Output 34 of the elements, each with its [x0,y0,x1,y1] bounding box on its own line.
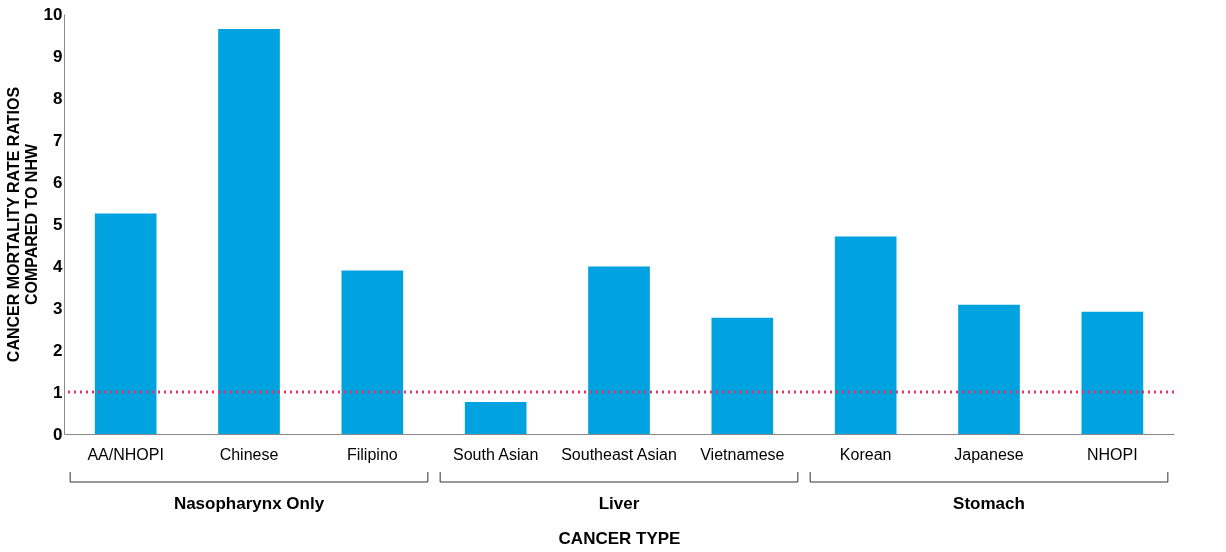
x-tick-label: Filipino [346,445,398,463]
x-tick-label: Chinese [219,445,279,463]
x-tick-label: Vietnamese [700,445,785,463]
x-tick-label: AA/NHOPI [87,445,164,463]
text: Liver [598,494,640,513]
text: Nasopharynx Only [173,494,325,513]
y-tick-label: 1 [53,382,63,402]
bar [1081,311,1144,434]
y-tick-label: 10 [43,4,63,24]
bar [218,29,280,434]
bar [711,317,774,434]
y-tick-label: 6 [53,172,63,192]
x-tick-label: Japanese [954,445,1024,463]
x-tick-label: NHOPI [1087,445,1138,463]
bar [94,213,157,434]
y-tick-label: 9 [53,46,63,66]
y-tick-label: 0 [53,424,63,444]
y-axis-title: CANCER MORTALITY RATE RATIOS COMPARED TO NHW [4,86,40,363]
y-tick-label: 8 [53,88,63,108]
bar [588,266,650,434]
x-axis-title: CANCER TYPE [558,528,681,548]
y-tick-label: 2 [53,340,63,360]
y-tick-label: 7 [53,130,63,150]
x-tick-label: Southeast Asian [561,445,677,463]
bar [464,402,527,434]
x-tick-label: South Asian [452,445,539,463]
y-tick-label: 5 [53,214,63,234]
y-tick-label: 3 [53,298,63,318]
bar [341,270,404,434]
bar [958,304,1020,434]
x-tick-label: Korean [839,445,892,463]
text: Stomach [953,494,1025,513]
y-tick-label: 4 [53,256,64,276]
bar [834,236,897,434]
